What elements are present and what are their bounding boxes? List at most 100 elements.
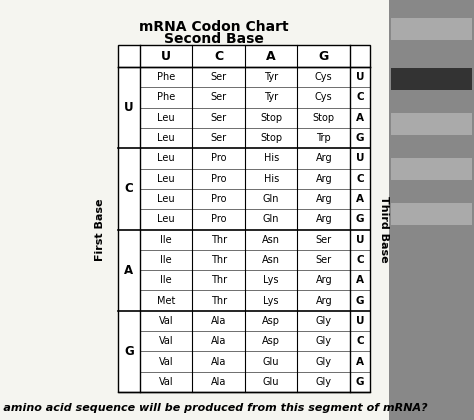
Text: Stop: Stop <box>260 133 283 143</box>
Text: Thr: Thr <box>210 296 227 306</box>
Text: Leu: Leu <box>157 153 175 163</box>
Text: Third Base: Third Base <box>379 196 389 263</box>
Text: Tyr: Tyr <box>264 72 278 82</box>
Text: Arg: Arg <box>315 214 332 224</box>
Text: Arg: Arg <box>315 194 332 204</box>
Text: Leu: Leu <box>157 194 175 204</box>
Text: Ile: Ile <box>160 275 172 285</box>
Text: Arg: Arg <box>315 174 332 184</box>
Text: A: A <box>356 275 364 285</box>
Text: Leu: Leu <box>157 133 175 143</box>
Text: Tyr: Tyr <box>264 92 278 102</box>
Text: His: His <box>264 174 279 184</box>
Text: Leu: Leu <box>157 174 175 184</box>
Text: Stop: Stop <box>313 113 335 123</box>
Text: G: G <box>356 214 364 224</box>
Text: U: U <box>161 50 171 63</box>
Text: Arg: Arg <box>315 153 332 163</box>
Text: Pro: Pro <box>211 214 227 224</box>
Text: Cys: Cys <box>315 72 333 82</box>
Text: Gln: Gln <box>263 214 280 224</box>
Text: Ile: Ile <box>160 235 172 245</box>
Text: A: A <box>125 264 134 277</box>
Text: Lys: Lys <box>264 296 279 306</box>
Text: C: C <box>356 92 364 102</box>
Text: Leu: Leu <box>157 113 175 123</box>
Text: A: A <box>266 50 276 63</box>
Text: A: A <box>356 357 364 367</box>
Text: Val: Val <box>159 357 173 367</box>
Text: Trp: Trp <box>316 133 331 143</box>
Text: C: C <box>125 182 133 195</box>
Text: C: C <box>356 174 364 184</box>
Text: Ala: Ala <box>211 357 227 367</box>
Text: Gln: Gln <box>263 194 280 204</box>
Text: Asn: Asn <box>262 255 280 265</box>
Text: U: U <box>356 235 364 245</box>
Text: Phe: Phe <box>157 92 175 102</box>
Text: Stop: Stop <box>260 113 283 123</box>
Text: Ser: Ser <box>316 255 332 265</box>
Text: Lys: Lys <box>264 275 279 285</box>
Text: Pro: Pro <box>211 194 227 204</box>
Text: Glu: Glu <box>263 377 280 387</box>
Text: Pro: Pro <box>211 174 227 184</box>
Bar <box>389 0 474 420</box>
Text: Val: Val <box>159 377 173 387</box>
Text: Arg: Arg <box>315 275 332 285</box>
Text: Val: Val <box>159 336 173 346</box>
Bar <box>118 45 370 392</box>
Text: Asn: Asn <box>262 235 280 245</box>
Text: G: G <box>124 345 134 358</box>
Text: Asp: Asp <box>262 336 280 346</box>
Text: Ala: Ala <box>211 316 227 326</box>
Text: C: C <box>356 336 364 346</box>
Bar <box>391 113 472 135</box>
Bar <box>391 68 472 90</box>
Text: Thr: Thr <box>210 275 227 285</box>
Text: G: G <box>319 50 329 63</box>
Text: U: U <box>356 316 364 326</box>
Text: Gly: Gly <box>316 377 332 387</box>
Text: Ser: Ser <box>316 235 332 245</box>
Text: Gly: Gly <box>316 316 332 326</box>
Text: G: G <box>356 296 364 306</box>
Text: U: U <box>356 153 364 163</box>
Text: A: A <box>356 113 364 123</box>
Text: Ser: Ser <box>210 113 227 123</box>
Text: Thr: Thr <box>210 235 227 245</box>
Text: mRNA Codon Chart: mRNA Codon Chart <box>139 20 289 34</box>
Bar <box>391 18 472 40</box>
Text: Arg: Arg <box>315 296 332 306</box>
Text: First Base: First Base <box>95 198 105 261</box>
Text: G: G <box>356 377 364 387</box>
Text: U: U <box>124 101 134 114</box>
Text: Which amino acid sequence will be produced from this segment of mRNA?: Which amino acid sequence will be produc… <box>0 403 428 413</box>
Text: C: C <box>356 255 364 265</box>
Text: A: A <box>356 194 364 204</box>
Text: Phe: Phe <box>157 72 175 82</box>
Text: Val: Val <box>159 316 173 326</box>
Bar <box>391 158 472 180</box>
Text: Glu: Glu <box>263 357 280 367</box>
Text: Ala: Ala <box>211 336 227 346</box>
Text: Ile: Ile <box>160 255 172 265</box>
Text: His: His <box>264 153 279 163</box>
Text: Met: Met <box>157 296 175 306</box>
Text: U: U <box>356 72 364 82</box>
Text: Gly: Gly <box>316 357 332 367</box>
Text: G: G <box>356 133 364 143</box>
Bar <box>391 203 472 225</box>
Text: Thr: Thr <box>210 255 227 265</box>
Text: Cys: Cys <box>315 92 333 102</box>
Text: Ala: Ala <box>211 377 227 387</box>
Text: Ser: Ser <box>210 133 227 143</box>
Text: Gly: Gly <box>316 336 332 346</box>
Text: Leu: Leu <box>157 214 175 224</box>
Text: C: C <box>214 50 223 63</box>
Text: Asp: Asp <box>262 316 280 326</box>
Text: Ser: Ser <box>210 72 227 82</box>
Text: Ser: Ser <box>210 92 227 102</box>
Bar <box>0 0 389 420</box>
Text: Pro: Pro <box>211 153 227 163</box>
